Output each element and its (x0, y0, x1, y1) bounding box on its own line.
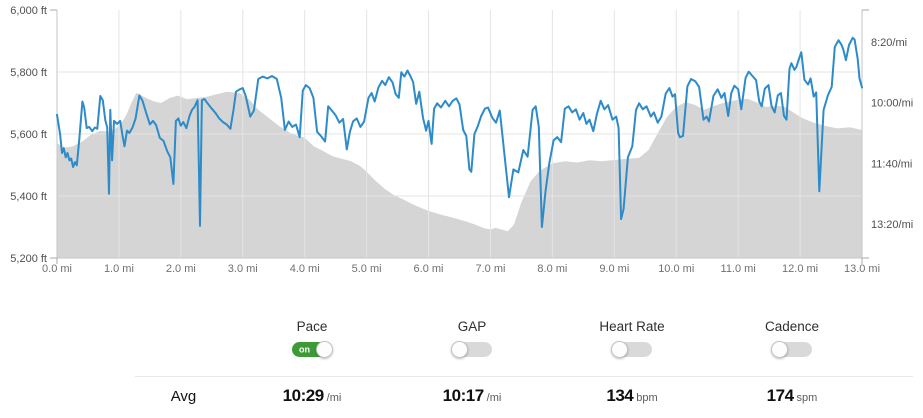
toggle-knob (771, 340, 788, 358)
elevation-tick-label: 5,600 ft (10, 129, 47, 141)
avg-pace-cell: 10:29/mi (232, 386, 392, 406)
metric-column-pace: Pace on (232, 318, 392, 358)
avg-pace-unit: /mi (326, 392, 342, 404)
avg-gap-cell: 10:17/mi (392, 386, 552, 406)
mile-tick-label: 2.0 mi (166, 263, 196, 275)
pace-toggle[interactable]: on (292, 340, 333, 358)
metric-column-gap: GAP on (392, 318, 552, 358)
toggle-on-text: on (299, 344, 310, 354)
mile-tick-label: 4.0 mi (290, 263, 320, 275)
elevation-area (57, 91, 862, 258)
gap-label: GAP (457, 319, 487, 334)
mile-tick-label: 1.0 mi (104, 263, 134, 275)
avg-gap-unit: /mi (486, 392, 502, 404)
mile-tick-label: 11.0 mi (721, 263, 756, 275)
elevation-tick-label: 5,800 ft (10, 67, 47, 79)
avg-pace-value: 10:29 (282, 386, 324, 405)
heart-rate-toggle[interactable]: on (611, 340, 652, 358)
elevation-tick-label: 5,400 ft (10, 191, 47, 203)
pace-tick-label: 13:20/mi (871, 219, 913, 231)
mile-tick-label: 8.0 mi (537, 263, 567, 275)
toggle-knob (451, 340, 468, 358)
mile-tick-label: 3.0 mi (228, 263, 258, 275)
mile-tick-label: 9.0 mi (599, 263, 629, 275)
avg-heart-rate-value: 134 (606, 386, 634, 405)
metric-toggles-row: Pace on GAP on Heart Rate on Cadence on (232, 318, 872, 358)
elevation-tick-label: 6,000 ft (10, 5, 47, 17)
mile-tick-label: 10.0 mi (658, 263, 694, 275)
pace-tick-label: 10:00/mi (871, 98, 913, 110)
pace-label: Pace (296, 319, 328, 334)
mile-tick-label: 6.0 mi (414, 263, 444, 275)
axes (50, 9, 869, 264)
chart-canvas[interactable]: 6,000 ft 5,800 ft 5,600 ft 5,400 ft 5,200 ft… (0, 0, 923, 290)
toggle-knob (611, 340, 628, 358)
average-row: Avg 10:29/mi 10:17/mi 134 bpm 174 spm (135, 376, 913, 406)
cadence-label: Cadence (764, 319, 820, 334)
elevation-pace-chart: 6,000 ft 5,800 ft 5,600 ft 5,400 ft 5,200 ft… (0, 0, 923, 290)
axis-labels: 6,000 ft 5,800 ft 5,600 ft 5,400 ft 5,200 ft… (10, 5, 913, 275)
avg-heart-rate-unit: bpm (636, 392, 658, 404)
mile-tick-label: 5.0 mi (352, 263, 382, 275)
pace-tick-label: 11:40/mi (871, 158, 912, 170)
heart-rate-label: Heart Rate (599, 319, 665, 334)
gap-toggle[interactable]: on (451, 340, 492, 358)
mile-tick-label: 13.0 mi (844, 263, 880, 275)
toggle-knob (316, 340, 333, 358)
avg-row-label: Avg (170, 388, 197, 405)
mile-tick-label: 0.0 mi (42, 263, 72, 275)
avg-gap-value: 10:17 (442, 386, 484, 405)
cadence-toggle[interactable]: on (771, 340, 812, 358)
mile-tick-label: 7.0 mi (475, 263, 505, 275)
avg-cadence-unit: spm (796, 392, 818, 404)
avg-cadence-value: 174 (766, 386, 794, 405)
elevation-tick-label: 5,200 ft (10, 253, 47, 265)
avg-cadence-cell: 174 spm (712, 386, 872, 406)
metric-column-cadence: Cadence on (712, 318, 872, 358)
pace-tick-label: 8:20/mi (871, 37, 907, 49)
metric-column-heart-rate: Heart Rate on (552, 318, 712, 358)
pace-line (56, 36, 863, 228)
mile-tick-label: 12.0 mi (782, 263, 818, 275)
avg-heart-rate-cell: 134 bpm (552, 386, 712, 406)
